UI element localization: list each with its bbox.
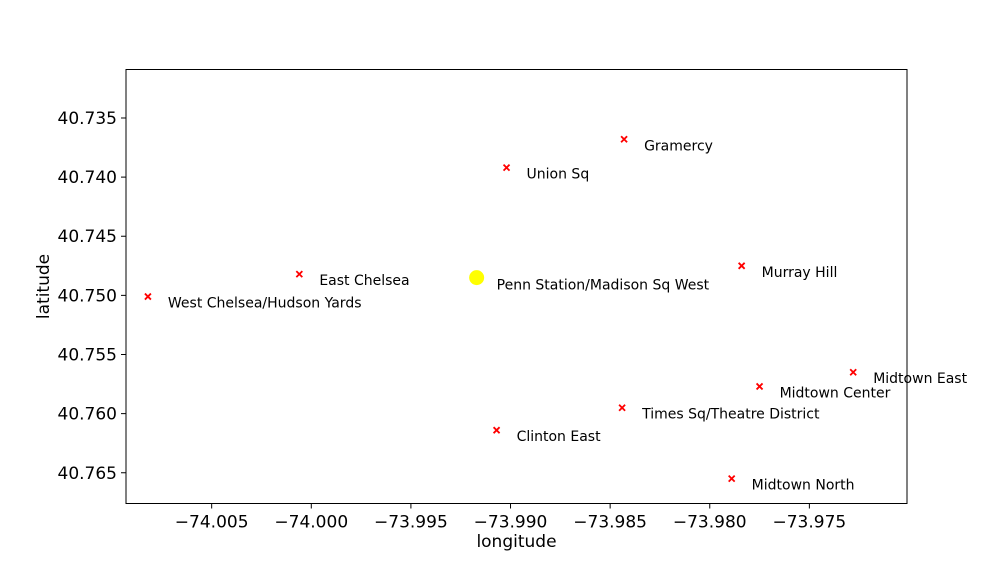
data-point-label: East Chelsea [319, 273, 409, 289]
y-tick-label: 40.740 [58, 168, 117, 188]
x-marker [295, 270, 303, 278]
x-tick-label: −74.005 [175, 513, 249, 533]
y-axis-ticks: 40.735 40.740 40.745 40.750 40.755 40.760 40.7… [58, 109, 126, 484]
y-tick-label: 40.735 [58, 109, 117, 129]
data-point-label: Clinton East [517, 429, 602, 445]
x-marker [502, 164, 511, 172]
data-point: Midtown North [728, 475, 855, 494]
x-marker [492, 426, 501, 434]
y-tick-label: 40.760 [58, 405, 117, 425]
data-point: Murray Hill [737, 262, 838, 281]
data-point-label: Midtown East [873, 371, 967, 387]
x-tick-label: −74.000 [274, 513, 348, 533]
x-axis-label: longitude [476, 532, 556, 552]
y-tick-label: 40.755 [58, 345, 117, 365]
data-point: Clinton East [492, 426, 602, 445]
x-marker [849, 368, 857, 376]
data-point: Times Sq/Theatre District [618, 404, 820, 423]
y-axis-label: latitude [34, 254, 54, 319]
x-marker [755, 382, 764, 391]
x-marker [737, 262, 746, 270]
data-point: East Chelsea [295, 270, 410, 289]
y-tick-label: 40.750 [58, 286, 117, 306]
data-point-label: West Chelsea/Hudson Yards [168, 296, 362, 312]
data-point: Gramercy [620, 135, 713, 154]
data-point: Union Sq [502, 164, 590, 183]
x-tick-label: −73.995 [374, 513, 448, 533]
plot-frame [125, 69, 908, 504]
data-point-label: Union Sq [527, 167, 590, 183]
data-point-label: Times Sq/Theatre District [641, 407, 820, 423]
data-point-label: Midtown North [752, 478, 855, 494]
data-point: Midtown Center [755, 382, 891, 401]
data-point: Midtown East [849, 368, 968, 387]
data-point: West Chelsea/Hudson Yards [144, 292, 362, 312]
x-axis-ticks: −74.005 −74.000 −73.995 −73.990 −73.985 −73.9… [175, 503, 847, 533]
x-tick-label: −73.985 [573, 513, 647, 533]
x-tick-label: −73.990 [474, 513, 548, 533]
data-point-label: Gramercy [644, 138, 713, 154]
x-tick-label: −73.980 [673, 513, 747, 533]
x-marker [728, 475, 736, 483]
highlight-point [469, 270, 485, 286]
highlight-point-label: Penn Station/Madison Sq West [497, 278, 710, 294]
plot-marks: Penn Station/Madison Sq West Gramercy Unio… [144, 135, 968, 494]
x-marker [618, 404, 626, 412]
x-marker [144, 292, 152, 301]
data-point-label: Midtown Center [780, 385, 891, 401]
data-point-label: Murray Hill [762, 265, 838, 281]
x-marker [620, 135, 628, 143]
y-tick-label: 40.765 [58, 464, 117, 484]
y-tick-label: 40.745 [58, 227, 117, 247]
x-tick-label: −73.975 [773, 513, 847, 533]
